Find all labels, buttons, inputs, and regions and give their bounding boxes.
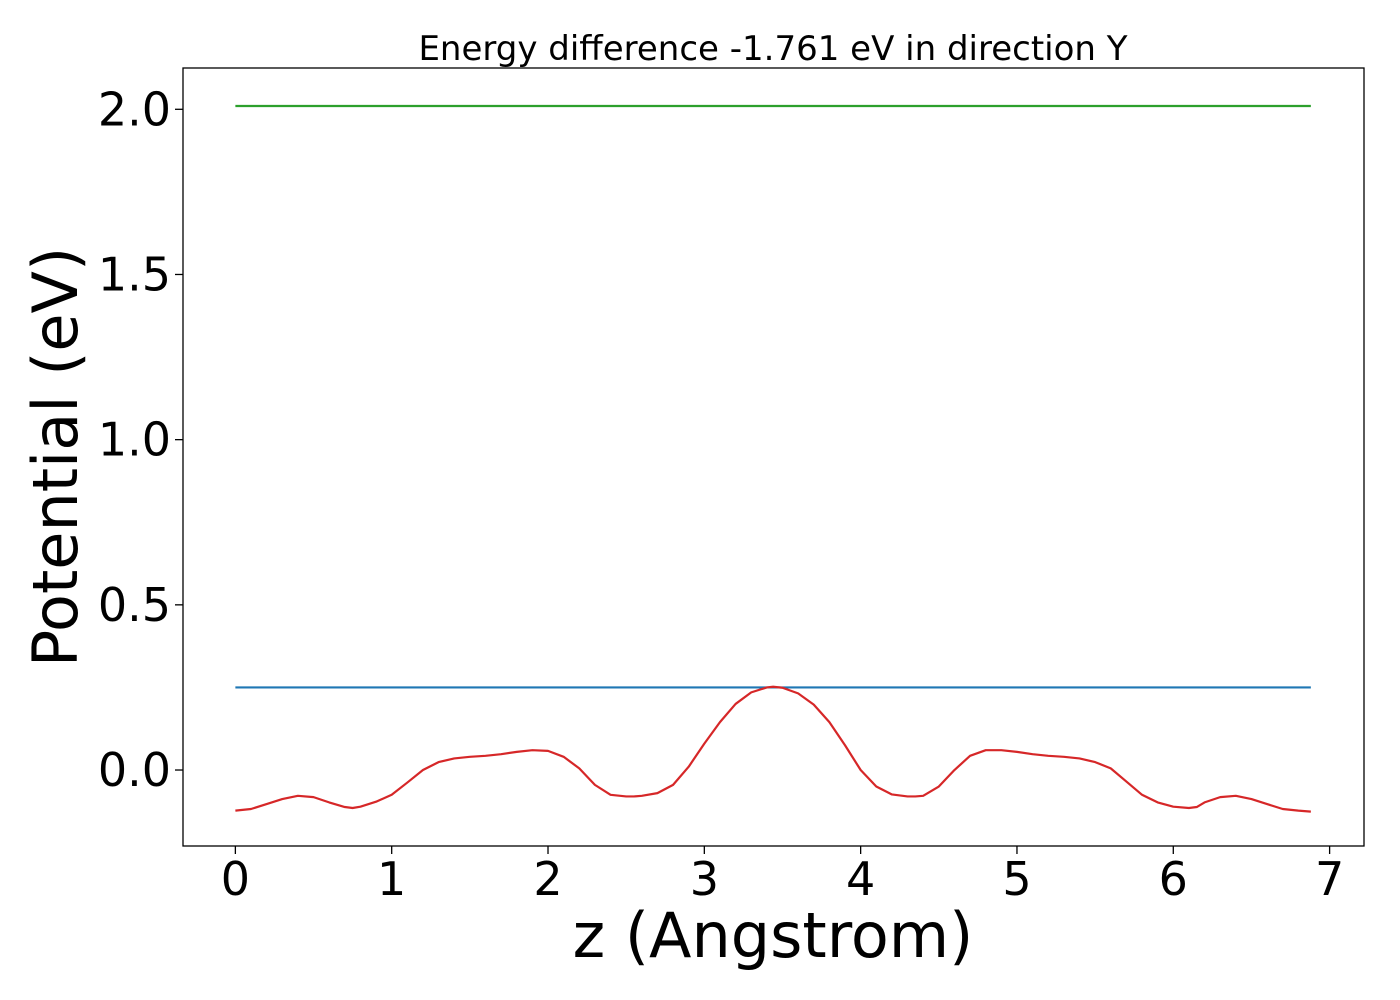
x-tick-label: 1 — [377, 852, 406, 906]
y-tick-label: 1.5 — [98, 247, 171, 301]
y-tick-label: 0.0 — [98, 743, 171, 797]
y-tick-label: 1.0 — [98, 413, 171, 467]
x-tick-label: 7 — [1315, 852, 1344, 906]
axis-ticks: 0 1 2 3 4 5 6 7 0.0 0.5 1.0 1.5 2.0 — [98, 82, 1344, 906]
y-tick-label: 2.0 — [98, 82, 171, 136]
x-tick-label: 5 — [1002, 852, 1031, 906]
plot-area — [235, 104, 1311, 813]
x-tick-label: 4 — [846, 852, 875, 906]
x-axis-label: z (Angstrom) — [573, 899, 974, 972]
chart-title: Energy difference -1.761 eV in direction… — [418, 29, 1127, 69]
x-tick-label: 3 — [690, 852, 719, 906]
x-tick-label: 2 — [533, 852, 562, 906]
y-tick-label: 0.5 — [98, 578, 171, 632]
x-tick-label: 6 — [1159, 852, 1188, 906]
plot-frame — [182, 67, 1365, 847]
x-tick-label: 0 — [221, 852, 250, 906]
series-line-3 — [235, 685, 1311, 813]
y-axis-label: Potential (eV) — [19, 247, 92, 667]
